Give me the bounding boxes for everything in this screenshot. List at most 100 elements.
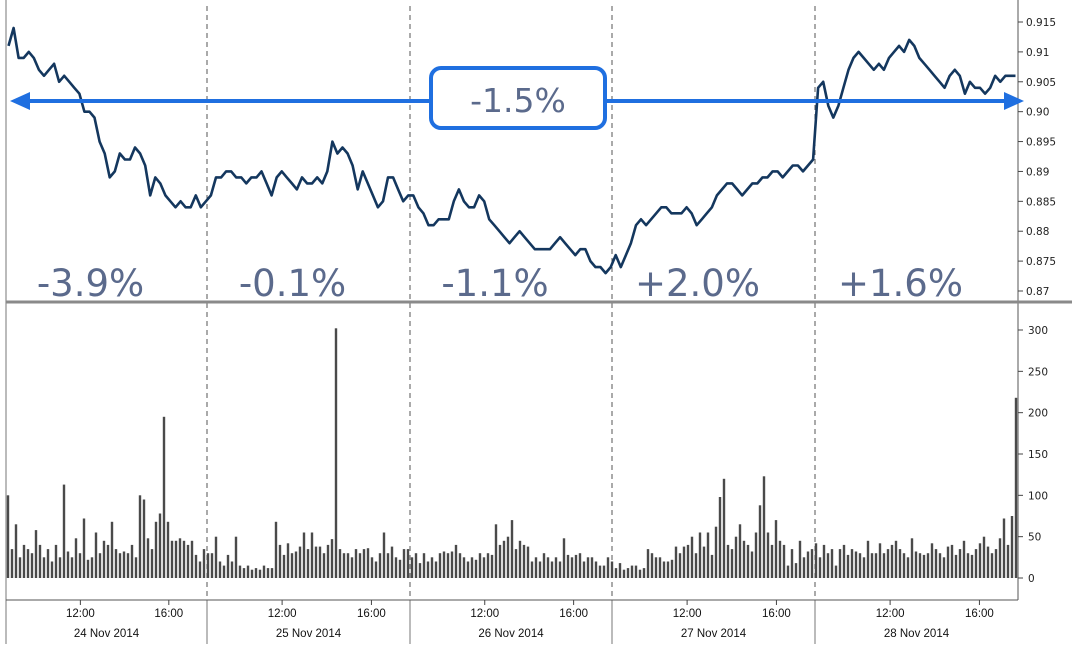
time-tick-label: 16:00: [559, 608, 588, 620]
volume-bar: [474, 559, 478, 578]
volume-bar: [166, 521, 170, 578]
volume-bar: [286, 543, 290, 578]
volume-bar: [958, 549, 962, 578]
volume-bar: [318, 546, 322, 578]
volume-bar: [810, 549, 814, 578]
volume-bar: [842, 544, 846, 578]
volume-bar: [250, 569, 254, 578]
volume-bar: [722, 478, 726, 578]
volume-bar: [26, 549, 30, 578]
volume-bar: [134, 557, 138, 578]
volume-bar: [442, 551, 446, 578]
volume-bar: [370, 557, 374, 578]
volume-bar: [830, 549, 834, 578]
volume-bar: [838, 549, 842, 578]
volume-bar: [846, 554, 850, 578]
volume-bar: [290, 553, 294, 578]
volume-bar: [154, 521, 158, 578]
volume-panel: [6, 328, 1018, 578]
volume-bar: [518, 540, 522, 578]
axes-layer: 0.915 0.91 0.905 0.90 0.895 0.89 0.885 0.88 0.87…: [5, 0, 1072, 644]
day-change-label: -0.1%: [239, 262, 346, 305]
volume-bar: [430, 557, 434, 578]
volume-bar: [578, 553, 582, 578]
volume-bar: [498, 544, 502, 578]
volume-bar: [694, 553, 698, 578]
price-tick-label: 0.89: [1026, 166, 1049, 178]
volume-bar: [214, 536, 218, 578]
volume-bar: [374, 561, 378, 578]
price-tick-label: 0.895: [1026, 137, 1056, 149]
volume-bar: [970, 554, 974, 578]
volume-bar: [682, 546, 686, 578]
volume-bar: [302, 532, 306, 578]
volume-bar: [898, 549, 902, 578]
volume-bar: [962, 540, 966, 578]
day-label: 24 Nov 2014: [74, 628, 140, 640]
volume-bar: [218, 561, 222, 578]
volume-bar: [422, 553, 426, 578]
volume-bar: [702, 546, 706, 578]
volume-bar: [50, 561, 54, 578]
volume-bar: [766, 532, 770, 578]
volume-bar: [942, 557, 946, 578]
volume-bar: [190, 540, 194, 578]
volume-bar: [58, 557, 62, 578]
volume-bar: [738, 524, 742, 578]
volume-bar: [406, 549, 410, 578]
volume-bar: [450, 551, 454, 578]
volume-bar: [262, 565, 266, 578]
volume-bar: [598, 565, 602, 578]
volume-bar: [818, 557, 822, 578]
volume-bar: [470, 557, 474, 578]
price-tick-label: 0.90: [1026, 107, 1049, 119]
volume-bar: [850, 549, 854, 578]
volume-tick-label: 50: [1028, 532, 1041, 544]
volume-bar: [918, 553, 922, 578]
volume-bar: [494, 524, 498, 578]
volume-bar: [558, 561, 562, 578]
volume-bar: [634, 565, 638, 578]
volume-bar: [718, 497, 722, 578]
volume-bar: [726, 544, 730, 578]
volume-bar: [814, 543, 818, 578]
volume-bar: [66, 551, 70, 578]
volume-bar: [46, 549, 50, 578]
volume-bar: [566, 554, 570, 578]
day-change-label: -3.9%: [37, 262, 144, 305]
volume-bar: [62, 484, 66, 578]
volume-tick-label: 300: [1028, 325, 1048, 337]
volume-bar: [1002, 518, 1006, 578]
volume-bar: [274, 521, 278, 578]
volume-bar: [18, 557, 22, 578]
volume-bar: [938, 553, 942, 578]
volume-bar: [974, 549, 978, 578]
volume-bar: [102, 540, 106, 578]
volume-bar: [954, 554, 958, 578]
volume-bar: [554, 557, 558, 578]
volume-bar: [242, 568, 246, 578]
volume-bar: [550, 561, 554, 578]
volume-bar: [754, 532, 758, 578]
volume-bar: [10, 549, 14, 578]
volume-bar: [310, 532, 314, 578]
volume-bar: [138, 495, 142, 578]
volume-bar: [366, 548, 370, 578]
total-change-box: [429, 66, 607, 130]
volume-bar: [542, 553, 546, 578]
volume-bar: [270, 568, 274, 578]
volume-bar: [30, 553, 34, 578]
volume-bar: [734, 536, 738, 578]
volume-bar: [438, 553, 442, 578]
volume-bar: [534, 557, 538, 578]
volume-bar: [390, 546, 394, 578]
volume-bar: [254, 568, 258, 578]
volume-bar: [486, 553, 490, 578]
volume-bar: [126, 553, 130, 578]
arrow-right-head: [1004, 92, 1024, 110]
volume-bar: [114, 549, 118, 578]
volume-bar: [118, 553, 122, 578]
volume-bar: [478, 553, 482, 578]
